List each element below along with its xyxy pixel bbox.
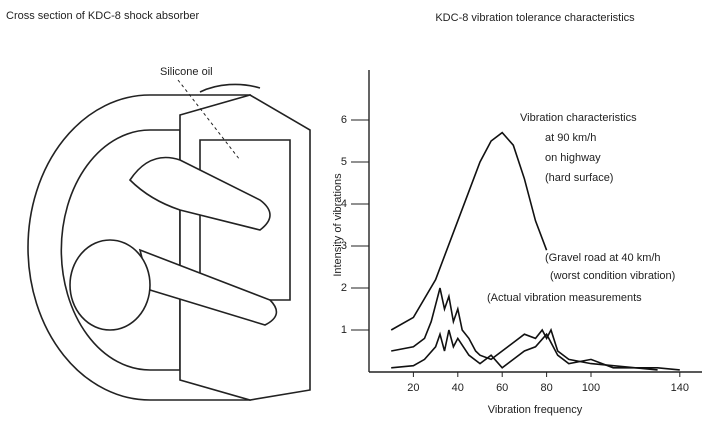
series-label: Vibration characteristics (520, 112, 637, 124)
y-tick-label: 3 (341, 240, 347, 252)
annotation: at 90 km/h (545, 132, 596, 144)
x-tick-label: 40 (452, 382, 464, 394)
annotation: on highway (545, 152, 601, 164)
x-tick-label: 80 (540, 382, 552, 394)
series-line (391, 329, 658, 371)
y-tick-label: 4 (341, 198, 347, 210)
vane (138, 248, 278, 326)
y-tick-label: 1 (341, 324, 347, 336)
series-line (391, 287, 680, 371)
y-tick-label: 2 (341, 282, 347, 294)
flange (199, 83, 261, 93)
series-line (390, 131, 548, 331)
x-tick-label: 20 (407, 382, 419, 394)
x-tick-label: 60 (496, 382, 508, 394)
series-label: (Gravel road at 40 km/h (545, 252, 661, 264)
annotation: (hard surface) (545, 172, 613, 184)
x-axis-label: Vibration frequency (488, 404, 583, 416)
diagram-title: Cross section of KDC-8 shock absorber (6, 10, 200, 22)
x-tick-label: 140 (671, 382, 689, 394)
leader-line (177, 79, 241, 161)
diagram-label: Silicone oil (160, 66, 213, 78)
annotation: (worst condition vibration) (550, 270, 675, 282)
shock-absorber-drawing (27, 79, 311, 401)
vane (128, 156, 271, 231)
x-tick-label: 100 (582, 382, 600, 394)
y-tick-label: 6 (341, 114, 347, 126)
y-axis-label: Intensity of vibrations (332, 173, 344, 277)
piston (69, 239, 151, 331)
series-label: (Actual vibration measurements (487, 292, 642, 304)
chart-title: KDC-8 vibration tolerance characteristic… (435, 12, 635, 24)
y-tick-label: 5 (341, 156, 347, 168)
